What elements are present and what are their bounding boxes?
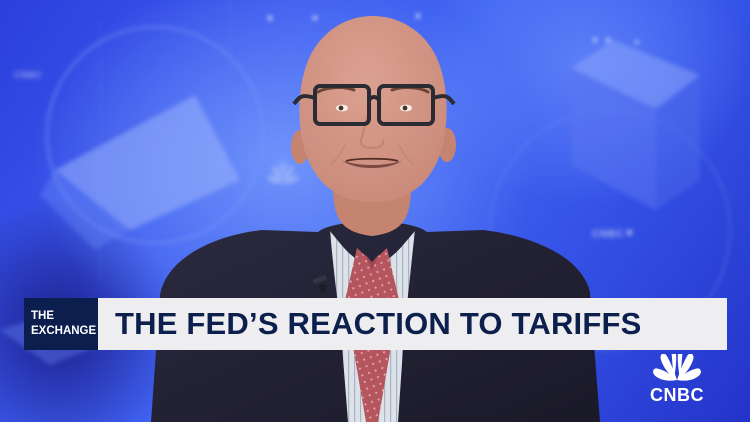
svg-text:CNBC: CNBC: [650, 385, 704, 405]
